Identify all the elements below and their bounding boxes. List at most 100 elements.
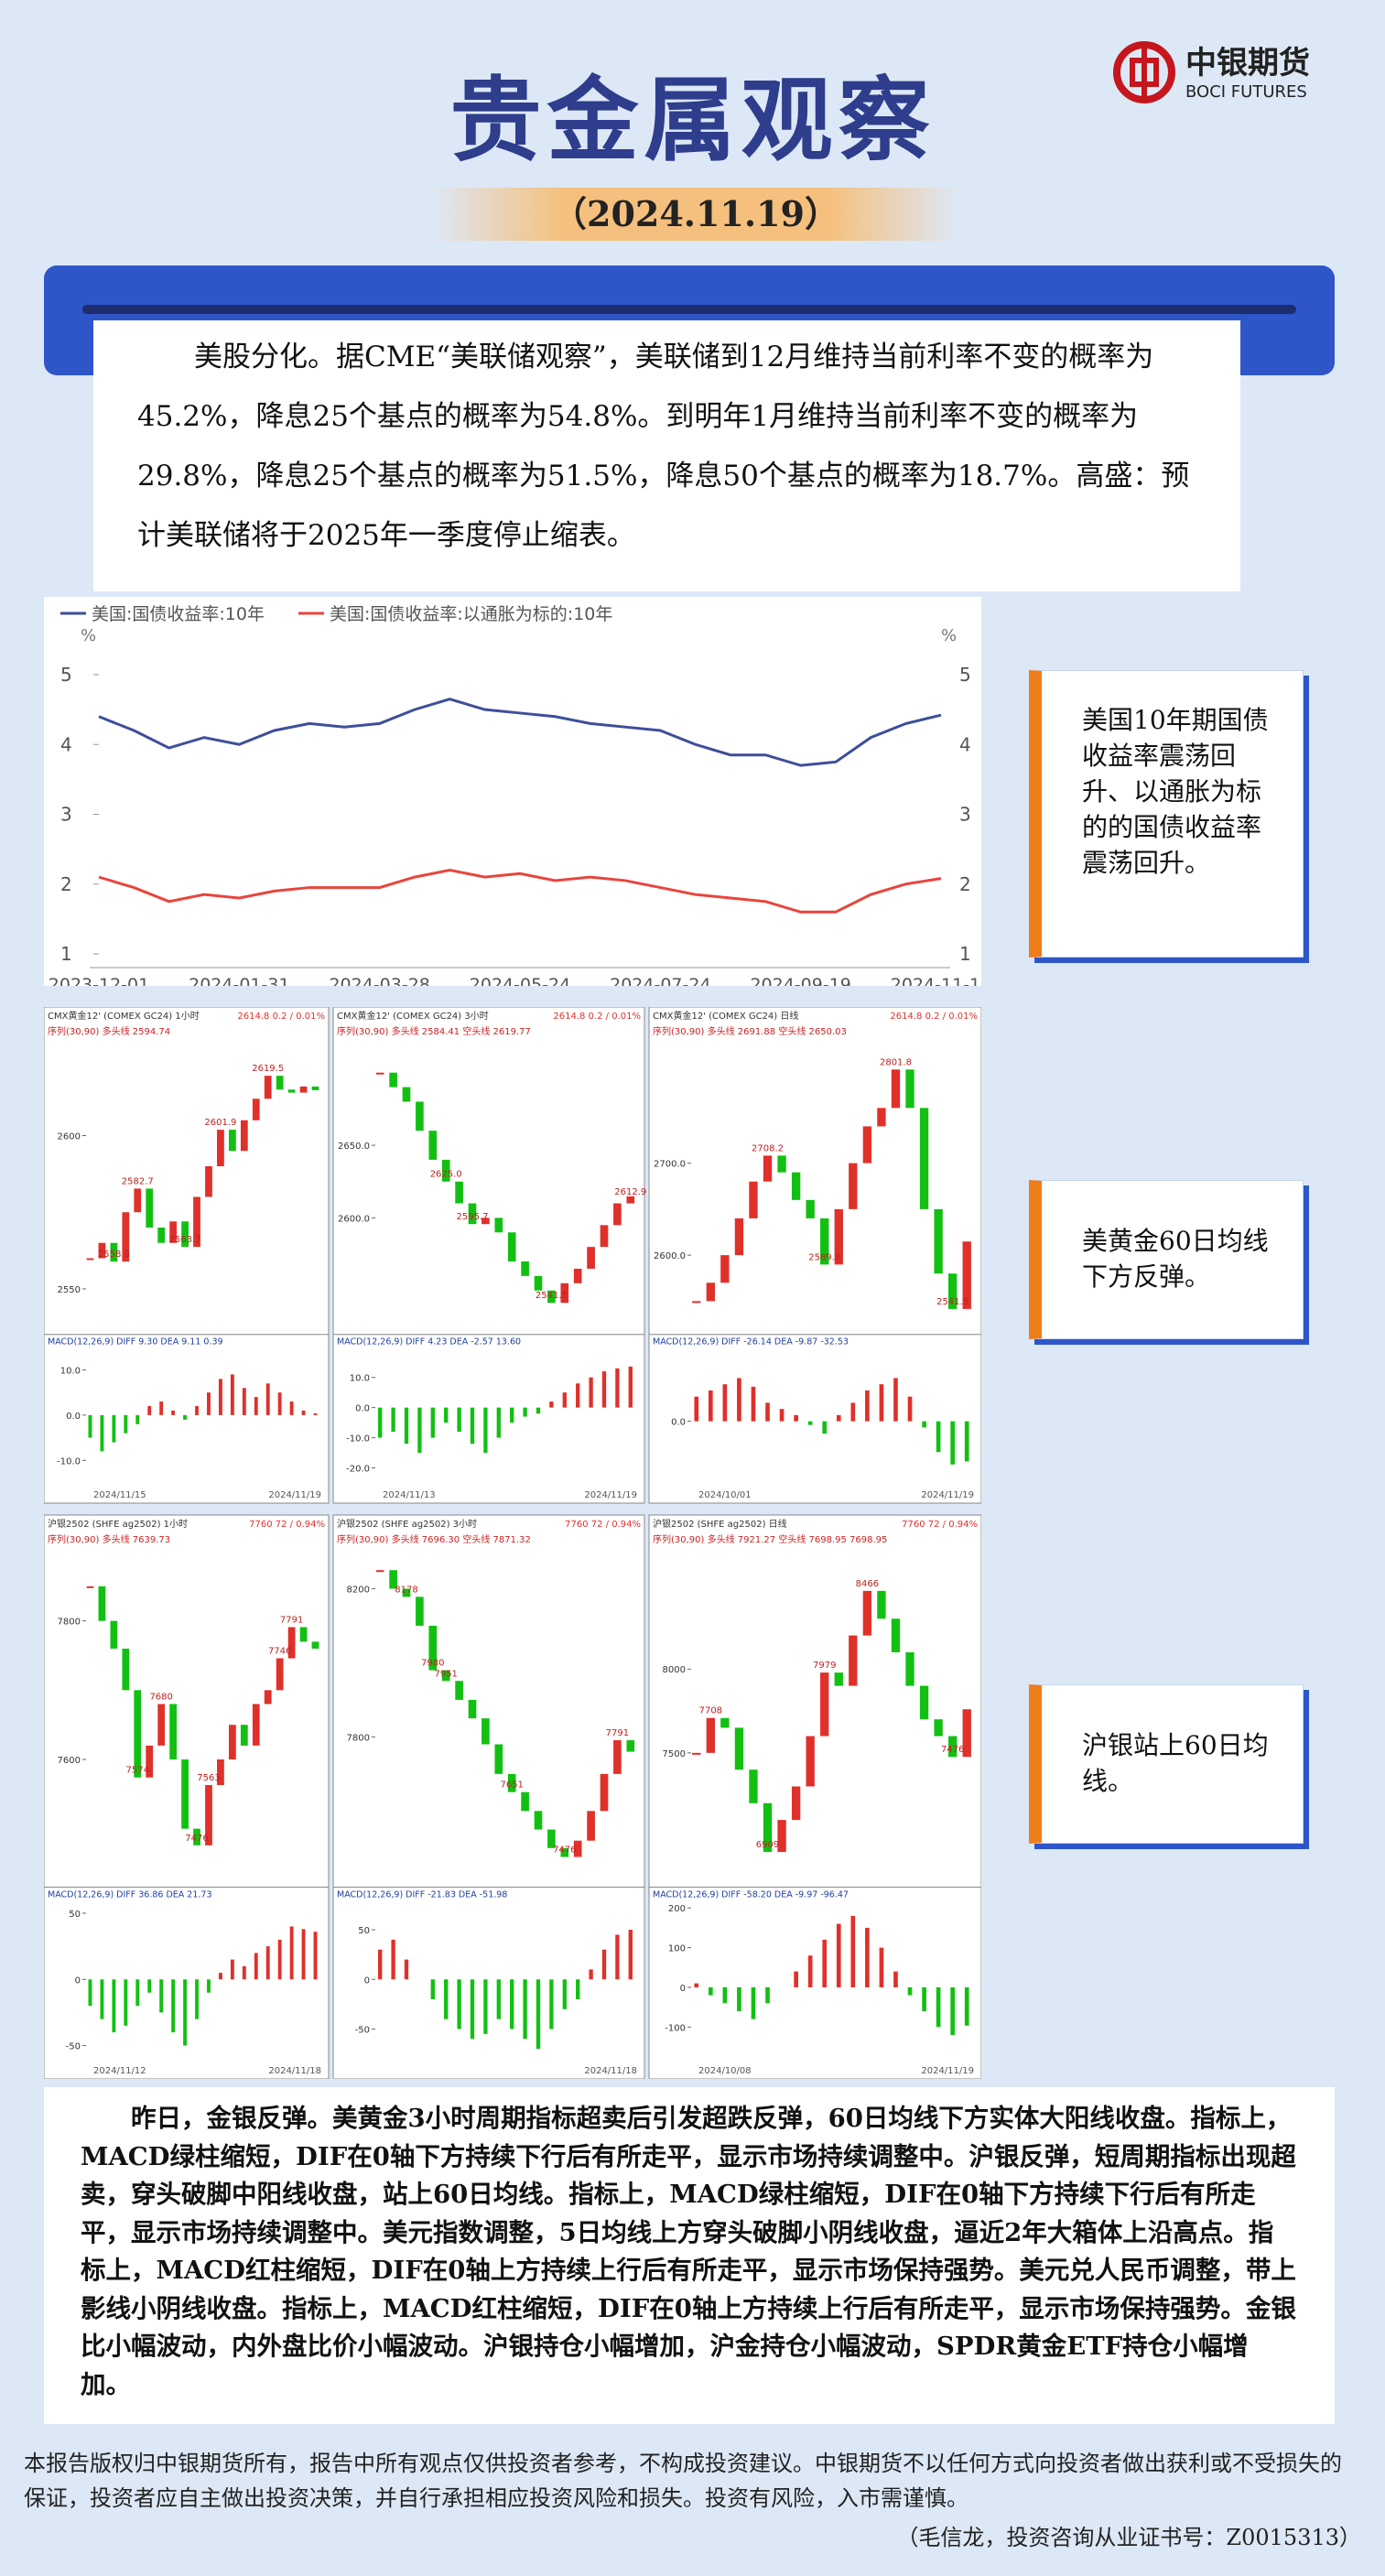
macd-bar [444,1407,449,1423]
candle [534,1811,543,1830]
y-tick-label: 2650.0 [338,1142,370,1152]
date-label: 2024/11/13 [383,1490,436,1500]
macd-text: MACD(12,26,9) DIFF 9.30 DEA 9.11 0.39 [48,1337,223,1348]
macd-bar [207,1392,211,1415]
macd-bar [88,1979,92,2007]
macd-text: MACD(12,26,9) DIFF -26.14 DEA -9.87 -32.… [653,1337,849,1348]
price-panel: 沪银2502 (SHFE ag2502) 日线 7760 72 / 0.94% 序列… [648,1514,981,2079]
candle [692,1301,701,1304]
candle [287,1089,296,1093]
candle [181,1221,189,1248]
macd-bar [589,1969,593,1980]
y-tick-label: 7800 [347,1733,370,1743]
macd-bar [722,1986,728,2004]
macd-bar [496,1407,501,1438]
ma-text: 序列(30,90) 多头线 7696.30 空头线 7871.32 [337,1533,531,1545]
macd-bar [417,1407,422,1454]
macd-bar [589,1377,593,1408]
macd-tick-label: 50 [69,1910,81,1920]
macd-bar [254,1953,258,1980]
macd-tick-label: 10.0 [350,1374,370,1384]
macd-bar [737,1986,741,2011]
candle [849,1163,858,1209]
y-tick-label: 3 [60,804,72,826]
macd-tick-label: 0 [680,1984,686,1994]
price-annotation: 2563.7 [169,1235,201,1245]
x-tick-label: 2024-05-24 [470,975,570,986]
candle [402,1087,411,1102]
macd-tick-label: 0 [75,1975,81,1986]
macd-bar [562,1392,567,1408]
candle [521,1261,529,1276]
ma-text: 序列(30,90) 多头线 2691.88 空头线 2650.03 [653,1025,847,1037]
candle [441,1159,450,1182]
candle [311,1086,319,1090]
y-tick-label: 2600 [58,1131,81,1142]
macd-text: MACD(12,26,9) DIFF 4.23 DEA -2.57 13.60 [337,1337,521,1348]
candle [276,1658,284,1691]
macd-bar [242,1965,246,1980]
y-tick-label: 4 [959,733,971,755]
ma-text: 序列(30,90) 多头线 7921.27 空头线 7698.95 7698.9… [653,1533,887,1545]
macd-bar [159,1979,164,2013]
candle [299,1086,308,1093]
legend-label: 美国:国债收益率:10年 [92,604,265,624]
macd-bar [159,1402,164,1415]
macd-bar [444,1979,449,2019]
macd-bar [936,1986,941,2028]
macd-bar [576,1383,580,1408]
macd-tick-label: -10.0 [346,1434,370,1445]
panel-bg [648,1007,981,1504]
price-panel: CMX黄金12' (COMEX GC24) 日线 2614.8 0.2 / 0.0… [648,1007,981,1504]
candle [834,1672,843,1686]
y-tick-label: 1 [959,943,971,965]
price-annotation: 2801.8 [880,1057,912,1067]
macd-bar [794,1414,798,1422]
candle [193,1828,200,1845]
candle [455,1181,463,1204]
macd-bar [183,1979,188,2046]
candle [86,1586,94,1588]
candle [455,1681,463,1700]
candle [626,1740,635,1752]
panel-title: CMX黄金12' (COMEX GC24) 日线 [653,1010,798,1022]
macd-bar [628,1366,633,1408]
macd-bar [708,1986,713,1996]
macd-bar [615,1368,620,1408]
banner-line [82,305,1296,314]
macd-bar [470,1407,475,1445]
price-annotation: 2582.7 [122,1176,154,1186]
macd-bar [470,1979,475,2040]
macd-bar [265,1383,270,1415]
y-unit: % [81,626,96,645]
macd-text: MACD(12,26,9) DIFF -58.20 DEA -9.97 -96.… [653,1890,849,1900]
price-annotation: 7476 [185,1834,208,1844]
candle [706,1283,715,1302]
candle [389,1072,397,1088]
intro-text: 美股分化。据CME“美联储观察”，美联储到12月维持当前利率不变的概率为45.2… [93,320,1240,591]
macd-bar [751,1986,756,2019]
candle [806,1736,815,1787]
price-annotation: 2558.9 [98,1250,130,1260]
x-tick-label: 2024-03-28 [329,975,429,986]
macd-bar [483,1979,488,2034]
macd-bar [879,1947,884,1987]
y-tick-label: 5 [60,664,72,686]
macd-bar [124,1414,128,1434]
candle [252,1099,260,1120]
y-tick-label: 4 [60,733,72,755]
price-annotation: 7574 [126,1766,149,1776]
macd-tick-label: 0 [364,1975,370,1986]
macd-bar [779,1409,784,1422]
y-tick-label: 3 [959,804,971,826]
macd-bar [277,1939,282,1980]
macd-bar [907,1986,913,1996]
candle [146,1188,154,1228]
candle [482,1718,490,1745]
macd-bar [510,1979,514,2029]
macd-tick-label: 100 [668,1944,686,1954]
candle [146,1745,154,1778]
macd-bar [265,1946,270,1980]
candle [877,1590,886,1619]
candle [134,1188,142,1213]
